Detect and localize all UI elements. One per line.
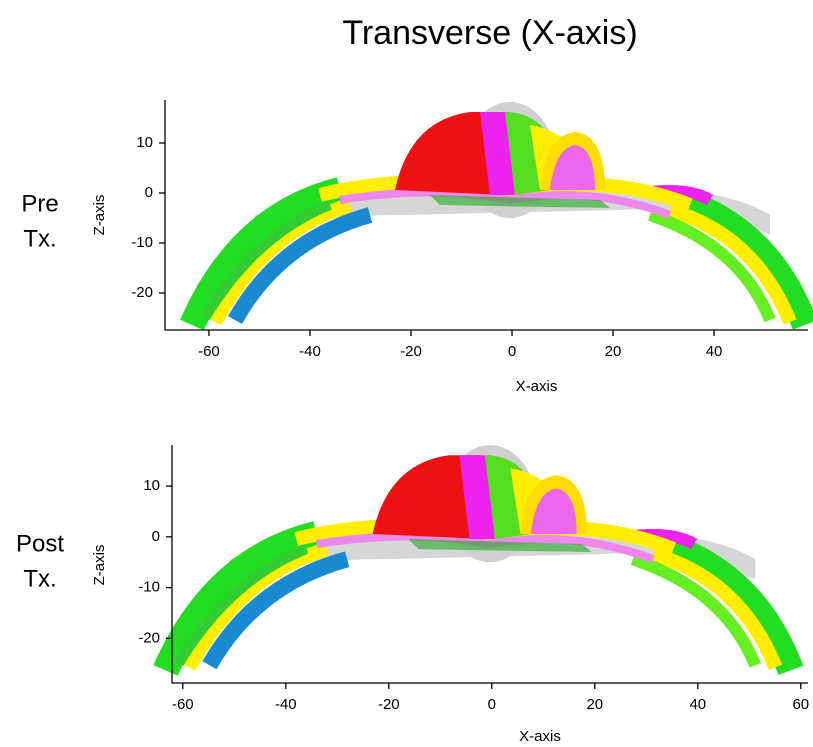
x-tick-label: 20: [605, 343, 622, 360]
x-tick-label: -60: [172, 696, 194, 713]
y-tick-label: 0: [152, 528, 160, 545]
x-tick-label: 60: [792, 696, 809, 713]
x-tick-label: -20: [400, 343, 422, 360]
x-tick-label: 40: [689, 696, 706, 713]
y-tick-label: 0: [145, 184, 153, 201]
x-tick-label: -60: [198, 343, 220, 360]
x-tick-label: 0: [488, 696, 496, 713]
y-tick-label: -10: [131, 234, 153, 251]
row-label: Pre: [21, 190, 58, 217]
y-axis-label: Z-axis: [91, 195, 108, 236]
y-tick-label: -20: [131, 284, 153, 301]
y-tick-label: -20: [138, 629, 160, 646]
y-axis-label: Z-axis: [91, 545, 108, 586]
y-tick-label: 10: [143, 477, 160, 494]
x-tick-label: 20: [586, 696, 603, 713]
mesh-render: [192, 102, 805, 325]
row-label: Post: [16, 530, 64, 557]
x-tick-label: 40: [706, 343, 723, 360]
y-tick-label: 10: [136, 134, 153, 151]
row-label: Tx.: [23, 225, 56, 252]
mesh-render: [166, 445, 791, 670]
x-axis-label: X-axis: [516, 378, 558, 395]
axis-frame: [164, 100, 808, 331]
x-tick-label: -40: [275, 696, 297, 713]
axis-frame: [171, 445, 808, 684]
y-tick-label: -10: [138, 579, 160, 596]
x-tick-label: -20: [378, 696, 400, 713]
figure-title: Transverse (X-axis): [342, 14, 637, 52]
row-label: Tx.: [23, 565, 56, 592]
x-axis-label: X-axis: [519, 728, 561, 745]
x-tick-label: -40: [299, 343, 321, 360]
x-tick-label: 0: [508, 343, 516, 360]
